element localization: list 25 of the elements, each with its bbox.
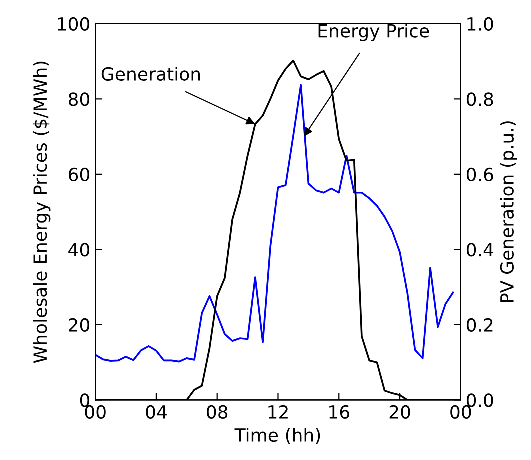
annotation: Energy Price <box>318 24 430 42</box>
y-tick-label: 60 <box>69 168 90 182</box>
x-tick-label: 00 <box>450 405 472 420</box>
y2-tick-label: 0.6 <box>466 168 494 182</box>
y-tick-label: 40 <box>68 243 90 257</box>
annotation: Generation <box>102 67 200 82</box>
y2-tick-label: 0.2 <box>466 318 493 332</box>
y2-tick-label: 0.8 <box>466 92 494 106</box>
y2-tick-label: 0.0 <box>466 394 494 408</box>
x-tick-label: 04 <box>146 405 167 420</box>
y-tick-label: 80 <box>68 92 90 106</box>
line-series <box>96 84 454 363</box>
x-tick-label: 00 <box>85 405 106 420</box>
x-axis-title: Time (hh) <box>234 428 320 444</box>
y-tick-label: 100 <box>58 17 90 32</box>
x-tick-label: 12 <box>268 405 288 419</box>
x-tick-label: 20 <box>390 405 410 420</box>
y-tick-label: 20 <box>69 318 90 332</box>
y2-axis-title: PV Generation (p.u.) <box>500 122 518 302</box>
x-tick-label: 08 <box>207 405 228 420</box>
x-tick-label: 16 <box>330 405 350 420</box>
y-axis-title: Wholesale Energy Prices ($/MWh) <box>33 62 51 364</box>
y2-tick-label: 0.4 <box>466 243 494 257</box>
y2-tick-label: 1.0 <box>468 17 494 32</box>
y-tick-label: 0 <box>80 394 90 408</box>
